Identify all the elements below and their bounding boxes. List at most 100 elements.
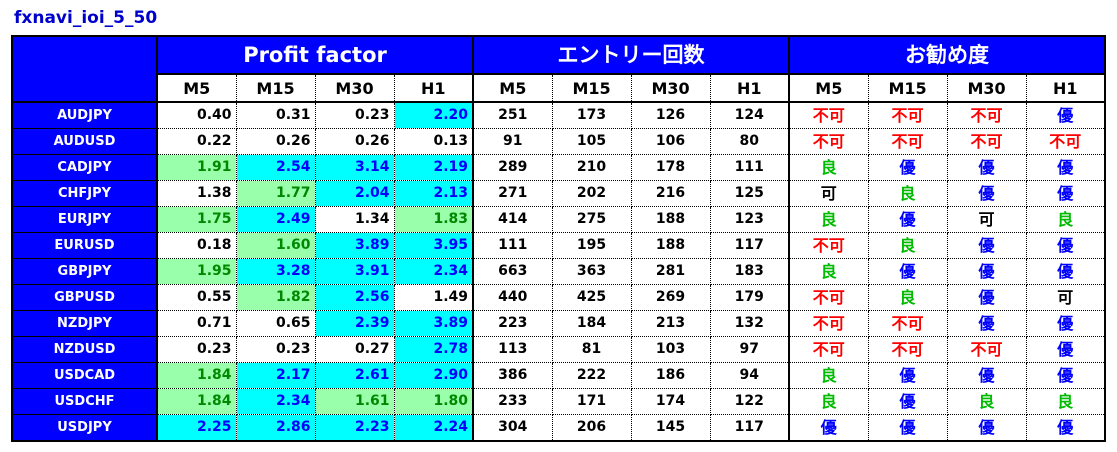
profit-factor-cell: 1.60 [235, 232, 316, 259]
recommend-cell: 良 [1025, 388, 1107, 415]
profit-factor-cell: 1.84 [156, 362, 237, 389]
recommend-cell: 不可 [788, 101, 869, 129]
recommend-cell: 優 [946, 154, 1027, 181]
table-row: AUDUSD 0.22 0.26 0.26 0.13 91 105 106 80 不可 不可 不可 不可 [11, 128, 1107, 155]
entry-count-cell: 111 [472, 232, 553, 259]
entry-count-cell: 271 [472, 180, 553, 207]
profit-factor-cell: 3.14 [314, 154, 395, 181]
profit-factor-cell: 2.34 [393, 258, 475, 285]
profit-factor-cell: 3.95 [393, 232, 475, 259]
recommend-cell: 不可 [788, 128, 869, 155]
profit-factor-cell: 2.86 [235, 414, 316, 442]
entry-count-cell: 111 [709, 154, 791, 181]
recommend-cell: 優 [946, 258, 1027, 285]
entry-count-cell: 202 [551, 180, 632, 207]
recommend-cell: 良 [867, 232, 948, 259]
entry-count-cell: 106 [630, 128, 711, 155]
entry-count-cell: 122 [709, 388, 791, 415]
recommend-cell: 不可 [1025, 128, 1107, 155]
pair-label: NZDJPY [11, 310, 158, 337]
profit-factor-cell: 1.83 [393, 206, 475, 233]
profit-factor-cell: 2.49 [235, 206, 316, 233]
profit-factor-cell: 3.28 [235, 258, 316, 285]
entry-count-cell: 425 [551, 284, 632, 311]
entry-count-cell: 188 [630, 232, 711, 259]
entry-count-cell: 206 [551, 414, 632, 442]
entry-count-cell: 117 [709, 232, 791, 259]
cnt-timeframe-header: M30 [630, 73, 711, 103]
entry-count-cell: 105 [551, 128, 632, 155]
profit-factor-cell: 0.26 [235, 128, 316, 155]
recommend-cell: 優 [1025, 180, 1107, 207]
entry-count-cell: 663 [472, 258, 553, 285]
recommend-cell: 優 [867, 154, 948, 181]
pair-label: USDCAD [11, 362, 158, 389]
recommend-cell: 優 [1025, 232, 1107, 259]
profit-factor-cell: 1.75 [156, 206, 237, 233]
recommend-cell: 優 [946, 362, 1027, 389]
recommend-cell: 良 [946, 388, 1027, 415]
profit-factor-cell: 1.61 [314, 388, 395, 415]
recommend-cell: 不可 [788, 310, 869, 337]
pf-timeframe-header: M5 [156, 73, 237, 103]
profit-factor-cell: 0.18 [156, 232, 237, 259]
table-body: AUDJPY 0.40 0.31 0.23 2.20 251 173 126 124 不可 不可 不可… [11, 101, 1107, 442]
profit-factor-cell: 1.84 [156, 388, 237, 415]
table-row: GBPUSD 0.55 1.82 2.56 1.49 440 425 269 179 不可良優可 [11, 284, 1107, 311]
pair-label: CHFJPY [11, 180, 158, 207]
recommend-cell: 優 [788, 414, 869, 442]
recommend-cell: 良 [788, 258, 869, 285]
entry-count-cell: 126 [630, 101, 711, 129]
rec-timeframe-header: M15 [867, 73, 948, 103]
profit-factor-cell: 3.91 [314, 258, 395, 285]
recommend-cell: 不可 [788, 232, 869, 259]
profit-factor-cell: 2.25 [156, 414, 237, 442]
entry-count-cell: 223 [472, 310, 553, 337]
entry-count-cell: 103 [630, 336, 711, 363]
entry-count-cell: 184 [551, 310, 632, 337]
profit-factor-cell: 2.78 [393, 336, 475, 363]
table-row: CHFJPY 1.38 1.77 2.04 2.13 271 202 216 125 可良優優 [11, 180, 1107, 207]
entry-count-cell: 281 [630, 258, 711, 285]
pair-label: USDCHF [11, 388, 158, 415]
recommend-cell: 不可 [946, 101, 1027, 129]
recommend-cell: 不可 [867, 310, 948, 337]
profit-factor-cell: 0.31 [235, 101, 316, 129]
recommend-header: お勧め度 [788, 35, 1107, 75]
recommend-cell: 可 [788, 180, 869, 207]
pf-timeframe-header: M15 [235, 73, 316, 103]
profit-factor-cell: 2.23 [314, 414, 395, 442]
entry-count-cell: 132 [709, 310, 791, 337]
table-row: GBPJPY 1.95 3.28 3.91 2.34 663 363 281 183 良優優優 [11, 258, 1107, 285]
profit-factor-cell: 1.77 [235, 180, 316, 207]
profit-factor-cell: 3.89 [393, 310, 475, 337]
group-header-row: Profit factor エントリー回数 お勧め度 [11, 35, 1107, 103]
entry-count-cell: 94 [709, 362, 791, 389]
pair-label: EURUSD [11, 232, 158, 259]
profit-factor-cell: 2.61 [314, 362, 395, 389]
pf-timeframe-header: H1 [393, 73, 475, 103]
cnt-timeframe-header: M15 [551, 73, 632, 103]
profit-factor-cell: 0.23 [314, 101, 395, 129]
pair-label: CADJPY [11, 154, 158, 181]
profit-factor-cell: 0.13 [393, 128, 475, 155]
recommend-cell: 良 [788, 362, 869, 389]
profit-factor-cell: 2.19 [393, 154, 475, 181]
cnt-timeframe-header: H1 [709, 73, 791, 103]
entry-count-cell: 386 [472, 362, 553, 389]
entry-count-cell: 81 [551, 336, 632, 363]
recommend-cell: 優 [867, 414, 948, 442]
recommend-cell: 良 [788, 206, 869, 233]
entry-count-cell: 80 [709, 128, 791, 155]
profit-factor-cell: 0.65 [235, 310, 316, 337]
profit-factor-cell: 0.23 [156, 336, 237, 363]
recommend-cell: 優 [1025, 154, 1107, 181]
profit-factor-header: Profit factor [155, 35, 475, 75]
entry-count-cell: 188 [630, 206, 711, 233]
entry-count-cell: 304 [472, 414, 553, 442]
entry-count-cell: 117 [709, 414, 791, 442]
entry-count-cell: 183 [709, 258, 791, 285]
entry-count-cell: 363 [551, 258, 632, 285]
entry-count-cell: 195 [551, 232, 632, 259]
table-row: AUDJPY 0.40 0.31 0.23 2.20 251 173 126 124 不可 不可 不可… [11, 101, 1107, 129]
